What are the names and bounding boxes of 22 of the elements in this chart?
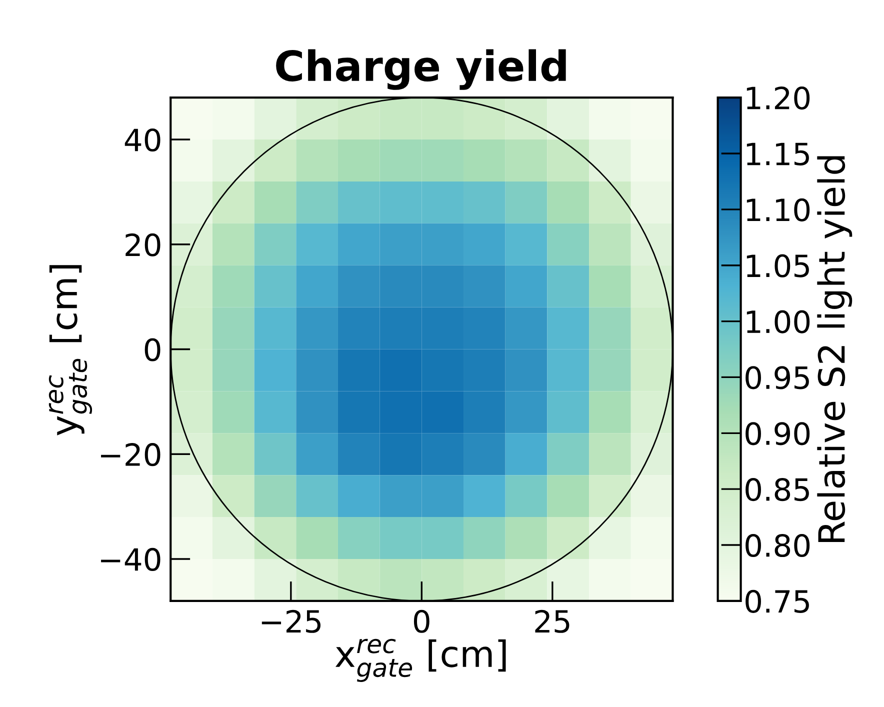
color-bar-label: 1.10 bbox=[746, 198, 810, 222]
y-tick-label: −20 bbox=[101, 443, 160, 466]
y-tick-label: 0 bbox=[144, 338, 160, 362]
color-bar-label: 1.00 bbox=[746, 310, 810, 334]
y-tick-label: 20 bbox=[126, 233, 160, 256]
x-tick-label: 0 bbox=[414, 610, 430, 633]
chart-title: Charge yield bbox=[276, 49, 566, 90]
x-tick-label: 25 bbox=[535, 610, 570, 633]
color-bar-label: 0.90 bbox=[746, 422, 810, 446]
y-tick-label: −40 bbox=[101, 548, 160, 572]
color-bar-title: Relative S2 light yield bbox=[817, 156, 852, 542]
x-tick-label: −25 bbox=[262, 610, 320, 633]
y-axis-title: y$^{rec}$$_{gate}$ [cm] bbox=[48, 265, 92, 436]
y-tick-label: 40 bbox=[124, 128, 160, 152]
color-bar-label: 0.85 bbox=[746, 478, 809, 502]
color-bar-label: 0.95 bbox=[746, 366, 809, 390]
color-bar-label: 1.15 bbox=[746, 142, 809, 166]
x-axis-title: x$^{rec}$$_{gate}$ [cm] bbox=[336, 638, 506, 682]
color-bar-label: 0.75 bbox=[746, 590, 809, 613]
color-bar-label: 1.20 bbox=[746, 86, 810, 110]
color-bar-label: 0.80 bbox=[746, 534, 810, 558]
color-bar-label: 1.05 bbox=[746, 254, 809, 278]
